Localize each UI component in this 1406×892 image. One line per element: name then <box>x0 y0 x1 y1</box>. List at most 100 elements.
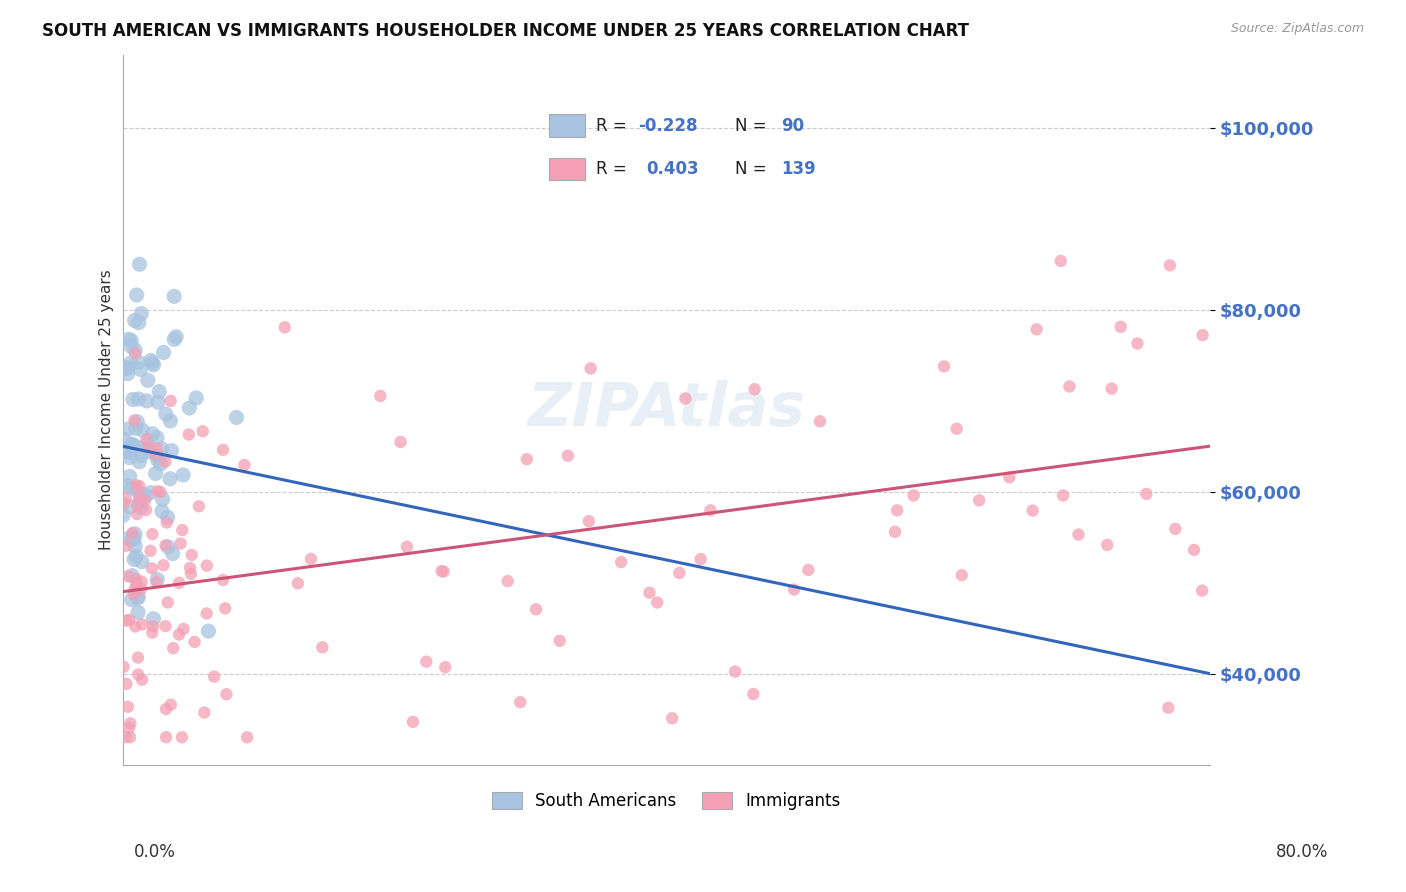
Point <box>167 627 190 641</box>
Text: -0.228: -0.228 <box>638 117 697 135</box>
Point <box>148 384 170 399</box>
Point <box>118 450 141 465</box>
Point <box>160 698 183 712</box>
Point <box>121 592 143 607</box>
Point <box>112 496 135 510</box>
Point <box>167 575 190 590</box>
Point <box>124 619 146 633</box>
Point <box>128 392 150 406</box>
Point <box>1025 322 1047 336</box>
Point <box>122 552 145 566</box>
Point <box>122 438 145 452</box>
Point <box>162 641 184 656</box>
Point <box>287 576 309 591</box>
Point <box>125 421 148 435</box>
Point <box>139 445 162 459</box>
Point <box>115 614 138 628</box>
Point <box>124 582 146 596</box>
Point <box>389 434 412 449</box>
Point <box>173 622 195 636</box>
Point <box>124 313 146 327</box>
Point <box>128 257 150 271</box>
Point <box>1021 503 1043 517</box>
Point <box>125 576 148 591</box>
Point <box>177 427 200 442</box>
Point <box>122 587 145 601</box>
Point <box>149 484 172 499</box>
Point <box>661 711 683 725</box>
Point <box>127 590 149 604</box>
Point <box>187 500 209 514</box>
Point <box>120 500 142 514</box>
Point <box>524 602 547 616</box>
Point <box>797 563 820 577</box>
Point <box>145 467 167 481</box>
Point <box>1164 522 1187 536</box>
Text: 80.0%: 80.0% <box>1277 843 1329 861</box>
Point <box>127 650 149 665</box>
Point <box>142 426 165 441</box>
Point <box>143 447 166 461</box>
Point <box>121 568 143 582</box>
Point <box>195 607 218 621</box>
Point <box>136 373 159 387</box>
Point <box>180 566 202 581</box>
Point <box>932 359 955 374</box>
Point <box>127 415 149 429</box>
Point <box>155 702 177 716</box>
Point <box>131 574 153 589</box>
Point <box>214 601 236 615</box>
Point <box>156 595 179 609</box>
Point <box>155 538 177 552</box>
Point <box>115 361 138 376</box>
Point <box>945 422 967 436</box>
Text: Source: ZipAtlas.com: Source: ZipAtlas.com <box>1230 22 1364 36</box>
Point <box>159 414 181 428</box>
Point <box>139 353 162 368</box>
Point <box>121 526 143 541</box>
Point <box>742 687 765 701</box>
Point <box>724 665 747 679</box>
Point <box>610 555 633 569</box>
Point <box>165 330 187 344</box>
Point <box>395 540 418 554</box>
Text: 90: 90 <box>782 117 804 135</box>
Point <box>146 484 169 499</box>
Point <box>155 619 177 633</box>
Point <box>139 544 162 558</box>
Y-axis label: Householder Income Under 25 years: Householder Income Under 25 years <box>100 269 114 550</box>
Point <box>1059 379 1081 393</box>
Point <box>145 448 167 462</box>
Point <box>160 443 183 458</box>
Point <box>131 448 153 462</box>
Point <box>274 320 297 334</box>
Point <box>402 714 425 729</box>
Point <box>146 431 169 445</box>
Point <box>120 437 142 451</box>
Point <box>998 470 1021 484</box>
Point <box>117 532 139 546</box>
Point <box>112 660 135 674</box>
Point <box>129 307 152 321</box>
Point <box>1052 488 1074 502</box>
Point <box>163 332 186 346</box>
Point <box>145 442 167 456</box>
Point <box>120 334 142 348</box>
Point <box>699 503 721 517</box>
Point <box>1101 382 1123 396</box>
Point <box>557 449 579 463</box>
Point <box>155 455 177 469</box>
Point <box>152 345 174 359</box>
Point <box>128 490 150 504</box>
Point <box>142 619 165 633</box>
Point <box>193 706 215 720</box>
Point <box>136 441 159 455</box>
Point <box>638 585 661 599</box>
Point <box>179 561 201 575</box>
Point <box>1191 328 1213 343</box>
Point <box>212 573 235 587</box>
Point <box>120 339 142 353</box>
Point <box>131 423 153 437</box>
Point <box>131 673 153 687</box>
Text: 0.0%: 0.0% <box>134 843 176 861</box>
